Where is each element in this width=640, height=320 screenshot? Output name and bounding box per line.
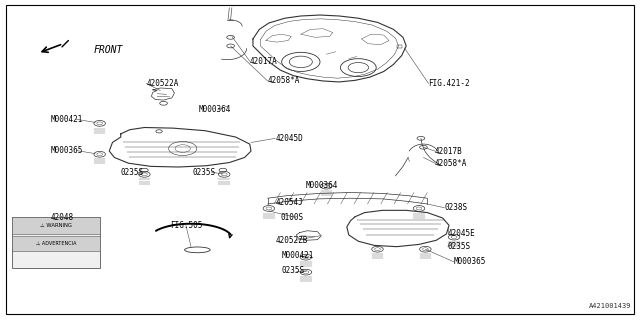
Bar <box>12 236 100 251</box>
Text: 42048: 42048 <box>51 213 74 222</box>
Text: 42017B: 42017B <box>435 147 463 156</box>
Text: 42052ZB: 42052ZB <box>275 236 308 245</box>
Text: 0235S: 0235S <box>448 242 471 251</box>
Text: 0235S: 0235S <box>121 168 144 177</box>
Ellipse shape <box>184 247 210 253</box>
Text: 0235S: 0235S <box>192 168 216 177</box>
Text: 42058*A: 42058*A <box>268 76 300 85</box>
Text: 42045D: 42045D <box>275 134 303 143</box>
Text: 0235S: 0235S <box>282 266 305 276</box>
Text: M000365: M000365 <box>51 146 83 155</box>
Bar <box>12 217 100 234</box>
Text: M000364: M000364 <box>306 181 339 190</box>
Text: 0100S: 0100S <box>280 213 303 222</box>
Text: 42058*A: 42058*A <box>435 159 467 168</box>
Text: FRONT: FRONT <box>93 45 123 55</box>
Text: ⚠ ADVERTENCIA: ⚠ ADVERTENCIA <box>36 241 77 246</box>
Text: 42017A: 42017A <box>250 57 278 66</box>
Bar <box>12 217 100 268</box>
Text: A421001439: A421001439 <box>589 303 632 309</box>
Text: M000421: M000421 <box>282 251 314 260</box>
Text: ⚠ WARNING: ⚠ WARNING <box>40 223 72 228</box>
Text: 0238S: 0238S <box>445 203 468 212</box>
Text: 420522A: 420522A <box>147 79 179 88</box>
Text: 42045E: 42045E <box>448 229 476 238</box>
Text: M000365: M000365 <box>454 258 486 267</box>
Text: M000364: M000364 <box>198 105 231 114</box>
Text: FIG.505: FIG.505 <box>170 221 202 230</box>
Text: FIG.421-2: FIG.421-2 <box>429 79 470 88</box>
Text: 42054J: 42054J <box>275 197 303 206</box>
Text: M000421: M000421 <box>51 115 83 124</box>
